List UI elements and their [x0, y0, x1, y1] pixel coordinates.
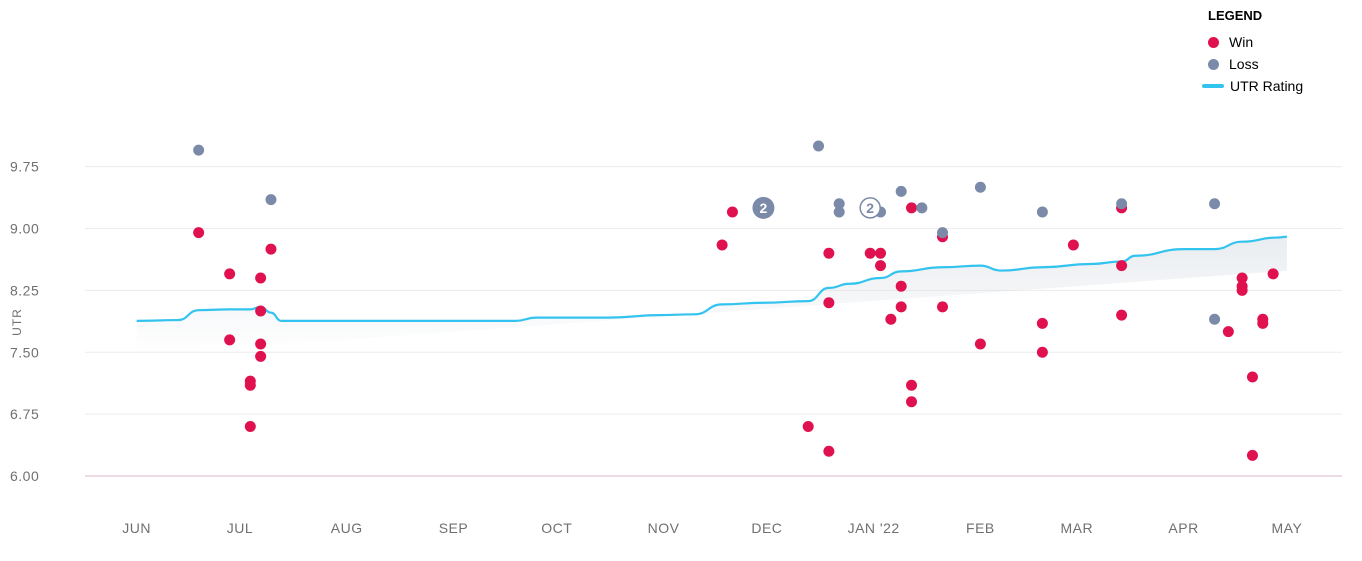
- legend: LEGEND Win Loss UTR Rating: [1200, 8, 1350, 97]
- loss-point: [974, 181, 986, 193]
- legend-label-loss: Loss: [1229, 56, 1259, 72]
- legend-item-win: Win: [1200, 31, 1350, 53]
- loss-point: [813, 140, 825, 152]
- legend-title: LEGEND: [1208, 8, 1263, 23]
- win-point: [823, 247, 835, 259]
- cluster-count-label: 2: [866, 200, 874, 216]
- y-tick-label: 7.50: [10, 344, 39, 360]
- y-tick-label: 8.25: [10, 282, 39, 298]
- win-point: [895, 280, 907, 292]
- loss-point: [833, 198, 845, 210]
- win-point: [244, 421, 256, 432]
- x-tick-label: SEP: [439, 520, 469, 536]
- win-point: [1116, 309, 1128, 321]
- loss-point: [833, 206, 845, 218]
- loss-point: [1209, 198, 1221, 210]
- win-point: [1222, 326, 1234, 338]
- rating-line-icon: [1202, 84, 1224, 88]
- win-point: [1267, 268, 1279, 280]
- loss-point: [1209, 313, 1221, 325]
- win-point: [716, 239, 728, 251]
- legend-label-utr-rating: UTR Rating: [1230, 78, 1304, 94]
- utr-rating-line: [136, 235, 1287, 355]
- win-point: [906, 379, 918, 391]
- win-point: [823, 297, 835, 309]
- win-point: [1246, 449, 1258, 461]
- x-tick-label: JUL: [227, 520, 253, 536]
- win-point: [974, 338, 986, 350]
- win-point: [193, 227, 205, 239]
- win-point: [1036, 346, 1048, 358]
- win-point: [1236, 272, 1248, 284]
- win-point: [726, 206, 738, 218]
- x-tick-label: NOV: [648, 520, 680, 536]
- x-tick-label: AUG: [331, 520, 363, 536]
- rating-line-shadow: [136, 236, 1287, 355]
- legend-item-loss: Loss: [1200, 53, 1350, 75]
- win-point: [244, 379, 256, 391]
- win-point: [224, 268, 236, 280]
- y-tick-label: 6.00: [10, 468, 39, 484]
- x-tick-label: JUN: [122, 520, 151, 536]
- x-axis: JUN JUL AUG SEP OCT NOV DEC JAN '22 FEB MAR APR MAY: [122, 520, 1302, 536]
- loss-point: [193, 144, 205, 156]
- x-tick-label: MAR: [1061, 520, 1094, 536]
- win-point: [255, 350, 267, 362]
- win-point: [864, 247, 876, 259]
- loss-point: [1036, 206, 1048, 218]
- win-point: [1067, 239, 1079, 251]
- cluster-marker: [752, 196, 775, 219]
- win-point: [823, 445, 835, 457]
- win-point: [265, 243, 277, 255]
- win-dot-icon: [1208, 36, 1219, 48]
- x-tick-label: APR: [1168, 520, 1198, 536]
- y-axis: 6.00 6.75 7.50 8.25 9.00 9.75: [10, 159, 39, 484]
- rating-line-path: [136, 235, 1287, 323]
- cluster-count-label: 2: [760, 200, 768, 216]
- win-point: [224, 334, 236, 346]
- win-point: [906, 396, 918, 408]
- y-tick-label: 9.75: [10, 159, 39, 175]
- legend-label-win: Win: [1229, 34, 1254, 50]
- x-tick-label: OCT: [541, 520, 572, 536]
- match-points: [193, 140, 1279, 461]
- win-point: [875, 247, 887, 259]
- win-point: [255, 338, 267, 350]
- win-point: [1257, 317, 1269, 329]
- loss-point: [937, 227, 949, 239]
- win-point: [1036, 317, 1048, 329]
- win-point: [802, 421, 814, 432]
- x-tick-label: FEB: [966, 520, 995, 536]
- x-tick-label: DEC: [751, 520, 782, 536]
- y-tick-label: 6.75: [10, 406, 39, 422]
- chart-grid: [85, 166, 1342, 477]
- y-axis-label: UTR: [10, 308, 24, 336]
- win-point: [906, 202, 918, 214]
- x-tick-label: MAY: [1271, 520, 1302, 536]
- loss-point: [895, 185, 907, 197]
- win-point: [1116, 260, 1128, 272]
- loss-point: [916, 202, 928, 214]
- win-point: [885, 313, 897, 325]
- legend-item-utr-rating: UTR Rating: [1200, 75, 1350, 97]
- win-point: [895, 301, 907, 313]
- y-tick-label: 9.00: [10, 221, 39, 237]
- loss-point: [1116, 198, 1128, 210]
- win-point: [875, 260, 887, 272]
- x-tick-label: JAN '22: [848, 520, 900, 536]
- win-point: [1236, 284, 1248, 296]
- loss-dot-icon: [1208, 58, 1219, 70]
- cluster-marker: [859, 197, 881, 219]
- win-point: [255, 305, 267, 317]
- win-point: [937, 301, 949, 313]
- loss-point: [265, 194, 277, 206]
- win-point: [255, 272, 267, 284]
- win-point: [1246, 371, 1258, 383]
